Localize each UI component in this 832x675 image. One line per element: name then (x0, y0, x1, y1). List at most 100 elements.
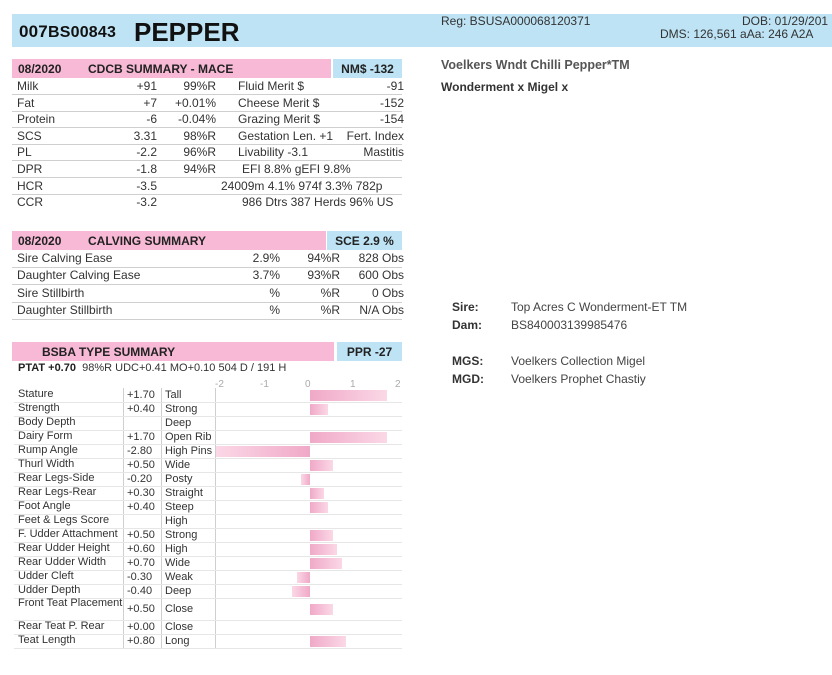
type-trait-row: Rear Teat P. Rear +0.00 Close (14, 620, 402, 634)
type-trait-value: +0.80 (127, 634, 155, 647)
type-trait-row: Teat Length +0.80 Long (14, 634, 402, 648)
cdcb-trait: DPR (17, 162, 43, 176)
cdcb-value: -2.2 (136, 145, 157, 159)
trait-bar (310, 459, 333, 471)
cdcb-trait: HCR (17, 179, 43, 193)
type-trait-value: +0.40 (127, 402, 155, 415)
trait-bar (310, 501, 328, 513)
row-divider (14, 430, 402, 431)
type-trait-descriptor: Wide (165, 556, 191, 569)
row-divider (14, 402, 402, 403)
cdcb-index-value: Fert. Index (346, 129, 404, 143)
type-trait-descriptor: Close (165, 620, 194, 633)
type-trait-row: F. Udder Attachment +0.50 Strong (14, 528, 402, 542)
header-band (12, 14, 832, 47)
row-divider (12, 302, 402, 303)
mgd-label: MGD: (452, 372, 484, 386)
cdcb-trait: Fat (17, 96, 35, 110)
cdcb-index-value: -91 (386, 79, 404, 93)
registration-code: 007BS00843 (19, 22, 116, 42)
sire-label: Sire: (452, 300, 479, 314)
cdcb-trait: SCS (17, 129, 42, 143)
reg-code-rest: BS00843 (47, 24, 117, 41)
type-trait-name: F. Udder Attachment (18, 528, 118, 540)
cdcb-date: 08/2020 (18, 62, 62, 76)
type-trait-descriptor: Deep (165, 416, 192, 429)
type-summary-title: BSBA TYPE SUMMARY (42, 345, 176, 359)
nm-dollar-badge: NM$ -132 (333, 59, 402, 78)
cdcb-trait: Milk (17, 79, 39, 93)
cdcb-value: -3.5 (136, 179, 157, 193)
date-of-birth: DOB: 01/29/201 (742, 14, 829, 28)
type-trait-value: +0.50 (127, 458, 155, 471)
cdcb-index-label: 986 Dtrs 387 Herds 96% US (242, 195, 394, 209)
trait-bar (310, 529, 333, 541)
type-trait-name: Strength (18, 402, 60, 414)
cdcb-value: -6 (146, 112, 157, 126)
calving-row: Daughter Calving Ease 3.7% 93%R 600 Obs (14, 268, 404, 284)
calving-pct: 2.9% (252, 251, 280, 265)
type-trait-value: -2.80 (127, 444, 153, 457)
type-trait-row: Rear Udder Height +0.60 High (14, 542, 402, 556)
mgs-name: Voelkers Collection Migel (511, 354, 646, 368)
cdcb-row: DPR -1.8 94%R EFI 8.8% gEFI 9.8% (14, 162, 402, 178)
type-trait-value: +0.40 (127, 500, 155, 513)
cdcb-index-label: Cheese Merit $ (238, 96, 320, 110)
calving-reliability: %R (320, 303, 340, 317)
trait-bar (310, 635, 346, 647)
row-divider (14, 444, 402, 445)
type-trait-name: Rump Angle (18, 444, 78, 456)
axis-tick-label: 2 (395, 379, 401, 390)
row-divider (12, 160, 402, 161)
calving-trait: Sire Stillbirth (17, 286, 85, 300)
cdcb-reliability: 98%R (183, 129, 216, 143)
type-trait-row: Rump Angle -2.80 High Pins (14, 444, 402, 458)
cdcb-row: CCR -3.2 986 Dtrs 387 Herds 96% US (14, 195, 402, 211)
type-trait-value: +0.00 (127, 620, 155, 633)
trait-bar (310, 603, 333, 615)
row-divider (14, 648, 402, 649)
row-divider (14, 620, 402, 621)
registration-number: Reg: BSUSA000068120371 (441, 14, 591, 28)
type-trait-value: -0.40 (127, 584, 153, 597)
type-trait-descriptor: Long (165, 634, 190, 647)
type-trait-row: Front Teat Placement +0.50 Close (14, 598, 402, 620)
dam-label: Dam: (452, 318, 483, 332)
col-divider (161, 388, 162, 648)
trait-bar (310, 487, 324, 499)
type-trait-descriptor: Straight (165, 486, 203, 499)
row-divider (14, 458, 402, 459)
mgs-label: MGS: (452, 354, 484, 368)
cdcb-trait: PL (17, 145, 32, 159)
row-divider (14, 486, 402, 487)
col-divider (123, 388, 124, 648)
mgd-name: Voelkers Prophet Chastiy (511, 372, 646, 386)
row-divider (14, 634, 402, 635)
type-trait-name: Rear Udder Height (18, 542, 110, 554)
type-trait-value: +0.60 (127, 542, 155, 555)
type-trait-name: Rear Legs-Side (18, 472, 95, 484)
calving-obs: 0 Obs (371, 286, 404, 300)
cdcb-value: +91 (136, 79, 157, 93)
dam-name: BS840003139985476 (511, 318, 628, 332)
cdcb-index-value: Mastitis (363, 145, 404, 159)
row-divider (12, 94, 402, 95)
cdcb-index-label: Fluid Merit $ (238, 79, 305, 93)
type-trait-name: Udder Depth (18, 584, 81, 596)
ppr-badge: PPR -27 (337, 342, 402, 361)
cdcb-value: -1.8 (136, 162, 157, 176)
calving-trait: Daughter Stillbirth (17, 303, 113, 317)
type-trait-name: Dairy Form (18, 430, 73, 442)
row-divider (14, 500, 402, 501)
type-trait-value: +1.70 (127, 388, 155, 401)
type-trait-row: Dairy Form +1.70 Open Rib (14, 430, 402, 444)
type-trait-name: Stature (18, 388, 54, 400)
trait-bar (310, 403, 328, 415)
type-trait-name: Body Depth (18, 416, 76, 428)
animal-full-name: Voelkers Wndt Chilli Pepper*TM (441, 58, 630, 72)
ptat-value: PTAT +0.70 (18, 362, 76, 374)
calving-title: CALVING SUMMARY (88, 234, 206, 248)
row-divider (14, 584, 402, 585)
type-trait-row: Rear Legs-Rear +0.30 Straight (14, 486, 402, 500)
cdcb-value: +7 (143, 96, 157, 110)
